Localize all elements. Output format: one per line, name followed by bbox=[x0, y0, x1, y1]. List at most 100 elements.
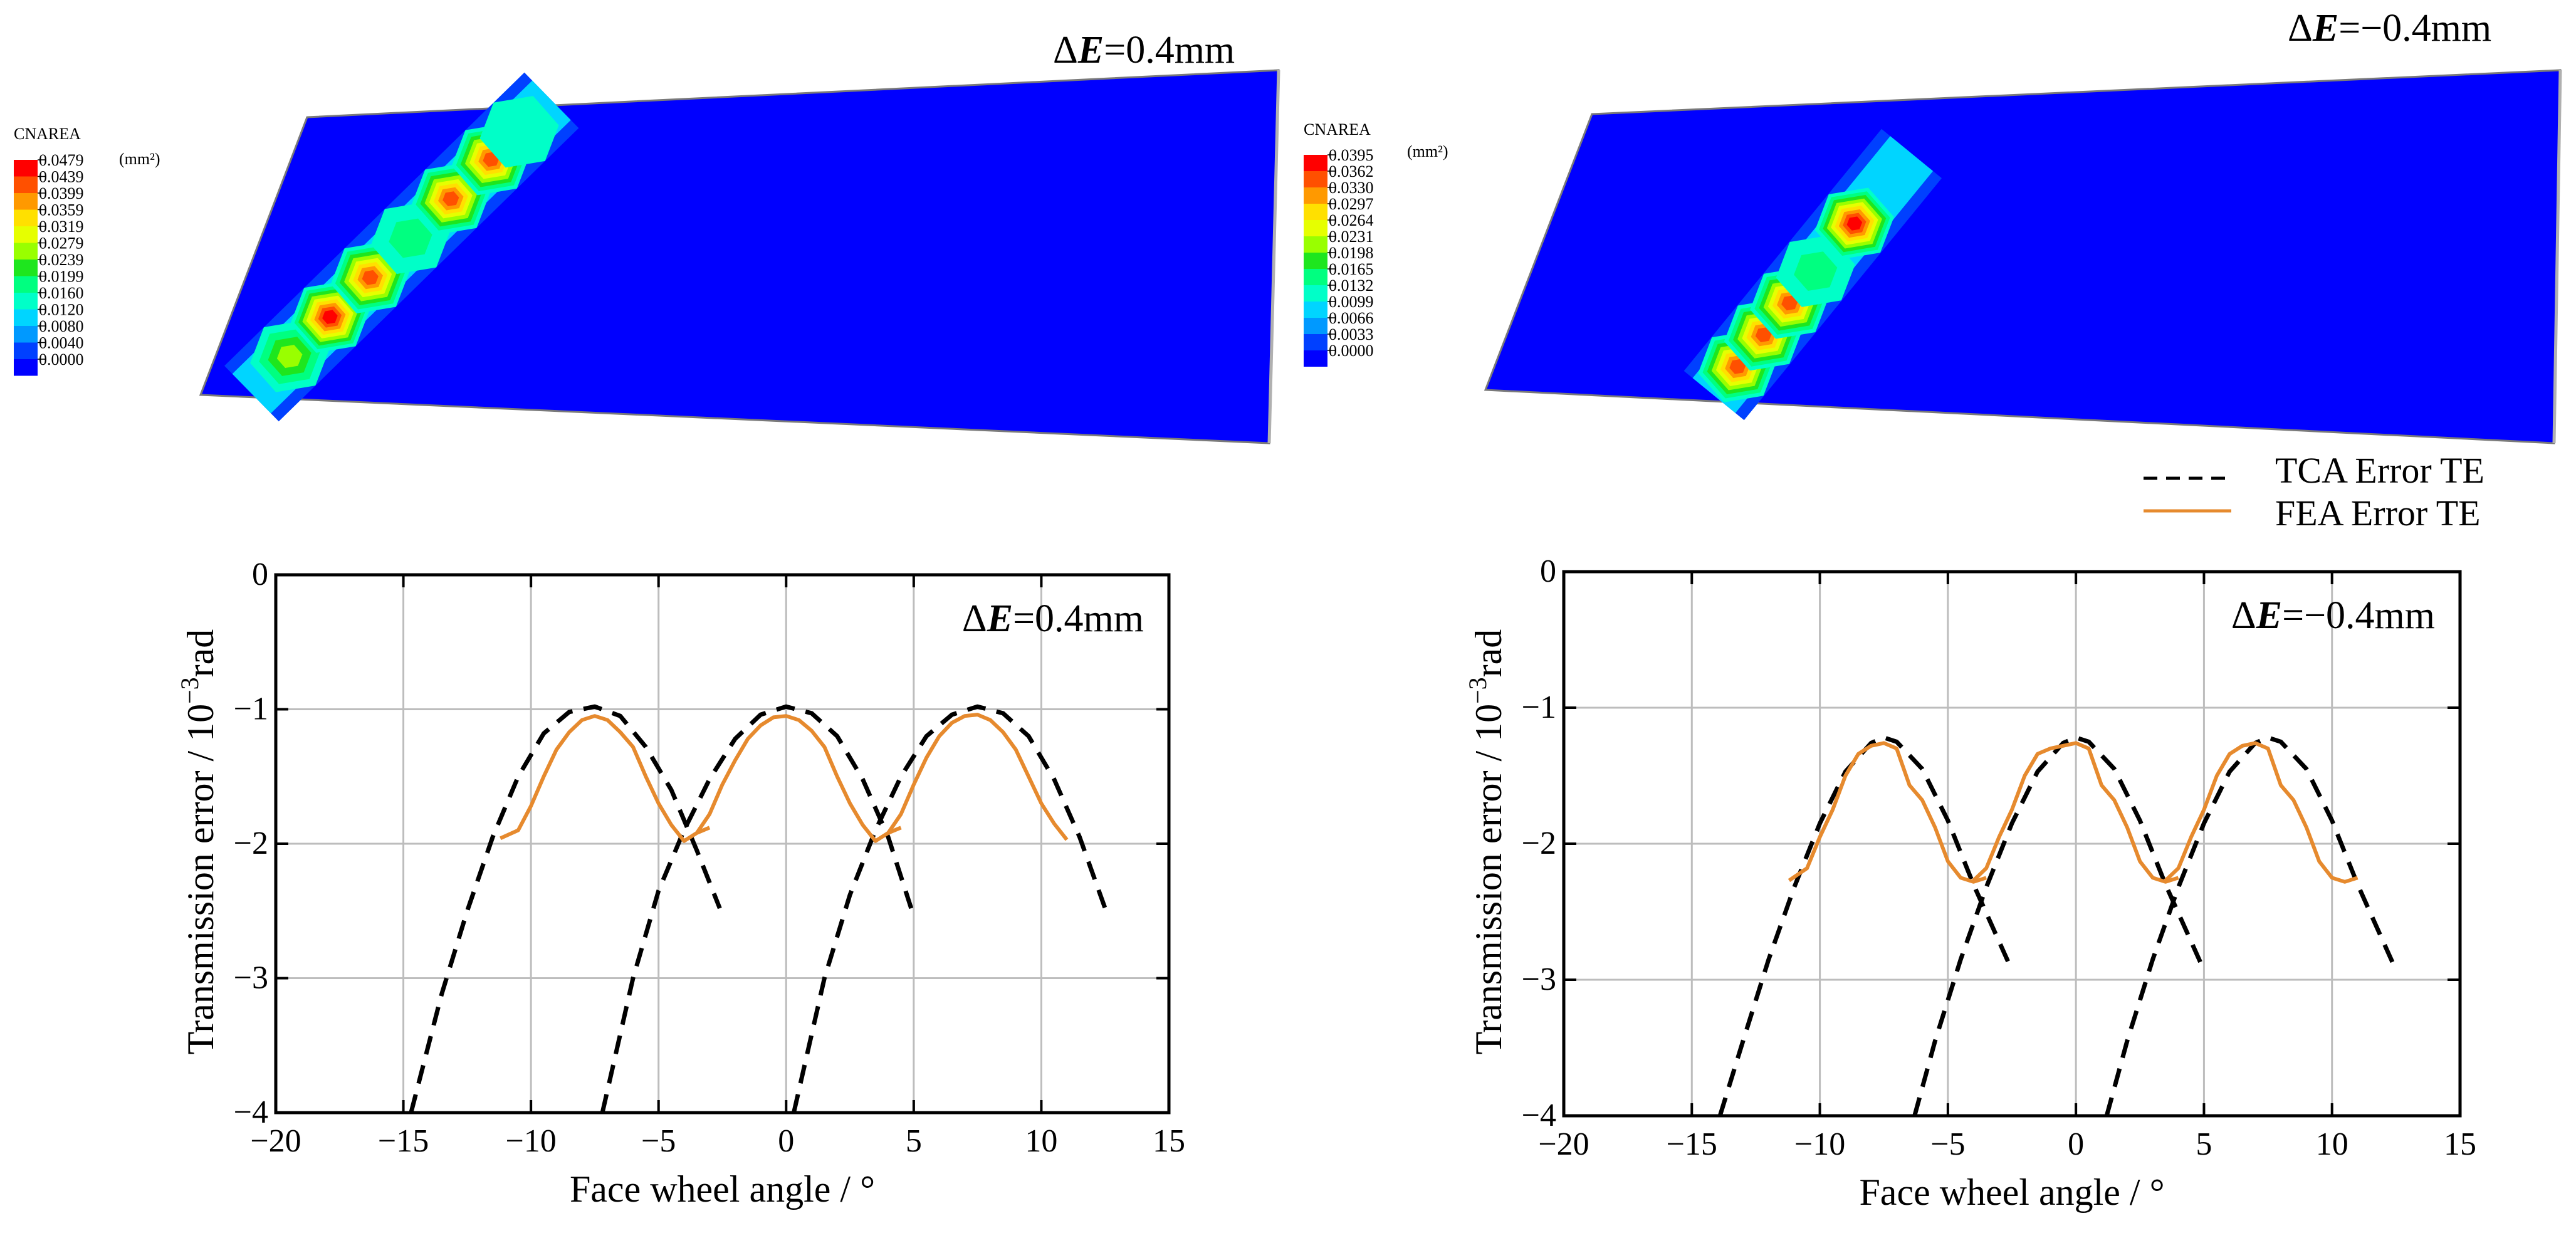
legend-value: 0.0330 bbox=[1329, 179, 1374, 197]
legend-value: 0.0000 bbox=[1329, 342, 1374, 360]
plate-edge-right bbox=[2552, 70, 2562, 444]
legend-value: 0.0319 bbox=[39, 218, 84, 236]
x-tick-label: 5 bbox=[2196, 1126, 2212, 1162]
legend-tca-label: TCA Error TE bbox=[2275, 450, 2484, 491]
contact-spot-level bbox=[1846, 216, 1863, 231]
contact-spot-level bbox=[322, 310, 338, 324]
series-legend: TCA Error TE FEA Error TE bbox=[2144, 450, 2484, 533]
y-tick-label: 0 bbox=[252, 557, 268, 592]
legend-value: 0.0160 bbox=[39, 284, 84, 302]
contact-spot-level bbox=[1781, 295, 1798, 311]
legend-unit-right: (mm²) bbox=[1407, 142, 1448, 160]
contact-pattern-right bbox=[1683, 129, 1942, 421]
tca-curve bbox=[792, 704, 1107, 1113]
te-chart-right: −20 −15 −10 −5 0 5 10 15 0 −1 −2 −3 −4 ΔE=−0.4mm Face … bbox=[1463, 553, 2476, 1213]
legend-swatch bbox=[14, 293, 38, 310]
legend-swatch bbox=[14, 309, 38, 326]
y-tick-label: −4 bbox=[1522, 1098, 1556, 1133]
legend-value: 0.0198 bbox=[1329, 244, 1374, 262]
y-tick-label: −1 bbox=[1522, 690, 1556, 725]
legend-swatch bbox=[14, 326, 38, 343]
legend-value: 0.0040 bbox=[39, 334, 84, 352]
legend-value: 0.0439 bbox=[39, 168, 84, 186]
contact-pattern-left bbox=[224, 72, 579, 422]
fea-curve bbox=[500, 714, 711, 843]
x-tick-label: 15 bbox=[1153, 1123, 1185, 1159]
tca-curve bbox=[1717, 735, 2014, 1117]
legend-swatch bbox=[1304, 220, 1327, 236]
fea-curve bbox=[695, 714, 902, 843]
legend-value: 0.0362 bbox=[1329, 162, 1374, 181]
y-tick-label: 0 bbox=[1540, 553, 1556, 589]
legend-swatch bbox=[1304, 269, 1327, 285]
x-axis-label: Face wheel angle / ° bbox=[570, 1168, 875, 1210]
x-tick-label: 10 bbox=[1025, 1123, 1057, 1159]
legend-swatch bbox=[1304, 318, 1327, 334]
legend-swatch bbox=[14, 193, 38, 210]
x-tick-label: −20 bbox=[1538, 1126, 1589, 1162]
contact-spot-level bbox=[1794, 251, 1838, 291]
legend-swatch bbox=[1304, 236, 1327, 253]
contact-spot-level bbox=[389, 218, 432, 258]
legend-title-left: CNAREA bbox=[14, 125, 81, 143]
legend-value: 0.0033 bbox=[1329, 325, 1374, 344]
chart-annotation: ΔE=−0.4mm bbox=[2231, 594, 2435, 637]
fea-curve bbox=[1788, 741, 1987, 884]
legend-value: 0.0120 bbox=[39, 301, 84, 319]
y-tick-label: −2 bbox=[1522, 826, 1556, 861]
tca-curve bbox=[1912, 735, 2206, 1116]
y-tick-label: −3 bbox=[234, 960, 268, 996]
legend-swatch bbox=[1304, 334, 1327, 350]
legend-title-right: CNAREA bbox=[1304, 120, 1371, 139]
legend-value: 0.0399 bbox=[39, 184, 84, 202]
contact-spot-level bbox=[442, 191, 459, 207]
legend-swatch bbox=[14, 160, 38, 177]
x-tick-label: −10 bbox=[505, 1123, 556, 1159]
y-tick-label: −1 bbox=[234, 691, 268, 727]
legend-swatch bbox=[1304, 204, 1327, 220]
y-tick-label: −4 bbox=[234, 1094, 268, 1130]
gear-tooth-plate-right bbox=[1484, 69, 2562, 444]
x-tick-label: −5 bbox=[641, 1123, 676, 1159]
legend-swatch bbox=[1304, 171, 1327, 187]
y-tick-label: −2 bbox=[234, 826, 268, 861]
contour-legend-right: CNAREA (mm²) 0.03950.03620.03300.02970.0… bbox=[1304, 120, 1448, 367]
x-tick-label: 15 bbox=[2444, 1126, 2476, 1162]
contour-legend-left: CNAREA (mm²) 0.04790.04390.03990.03590.0… bbox=[14, 125, 160, 376]
contour-title-right: ΔE=−0.4mm bbox=[2288, 7, 2491, 50]
x-tick-label: 0 bbox=[2068, 1126, 2084, 1162]
x-tick-label: 5 bbox=[906, 1123, 922, 1159]
legend-value: 0.0199 bbox=[39, 268, 84, 286]
legend-swatch bbox=[1304, 350, 1327, 367]
x-tick-label: −10 bbox=[1794, 1126, 1845, 1162]
chart-annotation: ΔE=0.4mm bbox=[962, 597, 1144, 640]
legend-value: 0.0297 bbox=[1329, 195, 1374, 213]
x-tick-label: 10 bbox=[2316, 1126, 2348, 1162]
legend-value: 0.0165 bbox=[1329, 260, 1374, 278]
contact-spot-level bbox=[362, 270, 379, 285]
legend-swatch bbox=[14, 342, 38, 359]
contour-panel-right: ΔE=−0.4mm CNAREA (mm²) 0.03950.03620.033… bbox=[1304, 7, 2562, 444]
x-tick-label: −5 bbox=[1930, 1126, 1965, 1162]
legend-value: 0.0066 bbox=[1329, 309, 1374, 327]
tca-curve bbox=[600, 704, 914, 1113]
x-tick-label: −15 bbox=[378, 1123, 429, 1159]
fea-curve bbox=[2164, 741, 2359, 884]
x-tick-label: 0 bbox=[778, 1123, 794, 1159]
legend-swatch bbox=[14, 359, 38, 376]
legend-swatch bbox=[1304, 155, 1327, 171]
legend-swatch bbox=[1304, 187, 1327, 204]
contour-panel-left: ΔE=0.4mm CNAREA (mm²) 0.04790.04390.0399… bbox=[14, 29, 1280, 444]
y-axis-label: Transmission error / 10−3rad bbox=[1463, 629, 1509, 1055]
legend-fea-label: FEA Error TE bbox=[2275, 493, 2481, 533]
legend-value: 0.0000 bbox=[39, 350, 84, 369]
contact-spot-level bbox=[479, 96, 559, 168]
legend-value: 0.0080 bbox=[39, 317, 84, 335]
plate-edge-left bbox=[1267, 70, 1280, 444]
legend-swatch bbox=[14, 226, 38, 243]
x-axis-label: Face wheel angle / ° bbox=[1859, 1172, 2164, 1213]
legend-value: 0.0479 bbox=[39, 151, 84, 169]
legend-value: 0.0264 bbox=[1329, 211, 1374, 229]
legend-swatch bbox=[1304, 253, 1327, 269]
